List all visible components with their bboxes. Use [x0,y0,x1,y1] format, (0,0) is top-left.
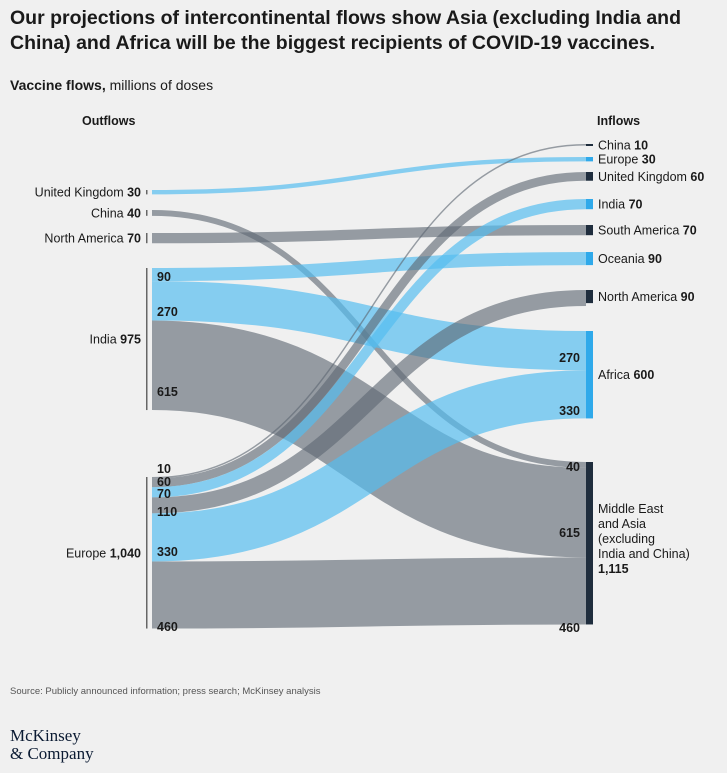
logo-line-2: & Company [10,744,94,763]
target-label-united-kingdom: United Kingdom 60 [598,170,704,184]
target-label-china: China 10 [598,139,648,153]
flow-value-india-2: 270 [157,305,178,319]
flow-value-europe-4: 110 [157,505,177,519]
flow-end-value-middle-east-and-asia-excluding-india-and-china-3: 460 [559,621,580,635]
source-label-united-kingdom: United Kingdom 30 [35,186,141,200]
target-label-north-america: North America 90 [598,290,695,304]
flow-europe-to-united-kingdom [151,172,587,488]
flow-end-value-africa-1: 270 [559,351,580,365]
subtitle-units: millions of doses [105,77,214,93]
source-node-north-america [146,233,148,244]
flow-end-value-africa-2: 330 [559,404,580,418]
flow-europe-to-africa [151,370,587,562]
target-node-india [586,199,593,210]
source-node-china [146,210,148,216]
target-node-united-kingdom [586,172,593,181]
flow-europe-to-china [151,144,587,479]
target-label-line-5: 1,115 [598,562,629,576]
source-label-north-america: North America 70 [44,232,141,246]
target-node-middle-east-and-asia-excluding-india-and-china [586,462,593,625]
target-label-line-3: (excluding [598,532,655,546]
source-node-india [146,268,148,411]
flows [151,144,587,629]
flow-europe-to-north-america [151,289,587,514]
target-label-line-1: Middle East [598,502,664,516]
target-label-line-2: and Asia [598,517,646,531]
source-note: Source: Publicly announced information; … [10,686,321,697]
outflows-header: Outflows [82,114,136,128]
source-label-europe: Europe 1,040 [66,546,141,560]
target-node-china [586,144,593,146]
flow-europe-to-india [151,199,587,498]
flow-value-india-1: 90 [157,270,171,284]
target-node-north-america [586,290,593,304]
flow-india-to-oceania [151,252,587,282]
flow-value-europe-1: 10 [157,462,171,476]
logo-line-1: McKinsey [10,726,81,745]
target-label-line-4: India and China) [598,547,690,561]
mckinsey-logo: McKinsey & Company [10,727,94,763]
chart-subtitle: Vaccine flows, millions of doses [10,77,213,93]
flow-europe-to-middle-east-and-asia-excluding-india-and-china [151,557,587,629]
flow-value-europe-5: 330 [157,545,178,559]
target-node-oceania [586,252,593,266]
flow-north-america-to-south-america [151,225,587,244]
target-node-europe [586,157,593,162]
flow-value-europe-2: 60 [157,475,171,489]
flow-end-value-middle-east-and-asia-excluding-india-and-china-2: 615 [559,526,580,540]
flow-value-europe-6: 460 [157,620,178,634]
source-node-united-kingdom [146,190,148,195]
source-label-china: China 40 [91,206,141,220]
chart-title: Our projections of intercontinental flow… [10,7,682,54]
target-label-oceania: Oceania 90 [598,252,662,266]
flow-united-kingdom-to-europe [151,157,587,195]
target-label-south-america: South America 70 [598,224,697,238]
subtitle-bold: Vaccine flows, [10,77,106,93]
source-node-europe [146,477,148,629]
target-node-south-america [586,225,593,236]
target-label-india: India 70 [598,198,643,212]
target-node-africa [586,331,593,419]
flow-value-india-3: 615 [157,385,178,399]
sankey-chart: Outflows Inflows United Kingdom 30 China 40… [35,114,705,635]
source-label-india: India 975 [90,333,141,347]
inflows-header: Inflows [597,114,640,128]
target-label-europe: Europe 30 [598,153,656,167]
flow-end-value-middle-east-and-asia-excluding-india-and-china-1: 40 [566,460,580,474]
flow-value-europe-3: 70 [157,487,171,501]
target-label-africa: Africa 600 [598,368,654,382]
